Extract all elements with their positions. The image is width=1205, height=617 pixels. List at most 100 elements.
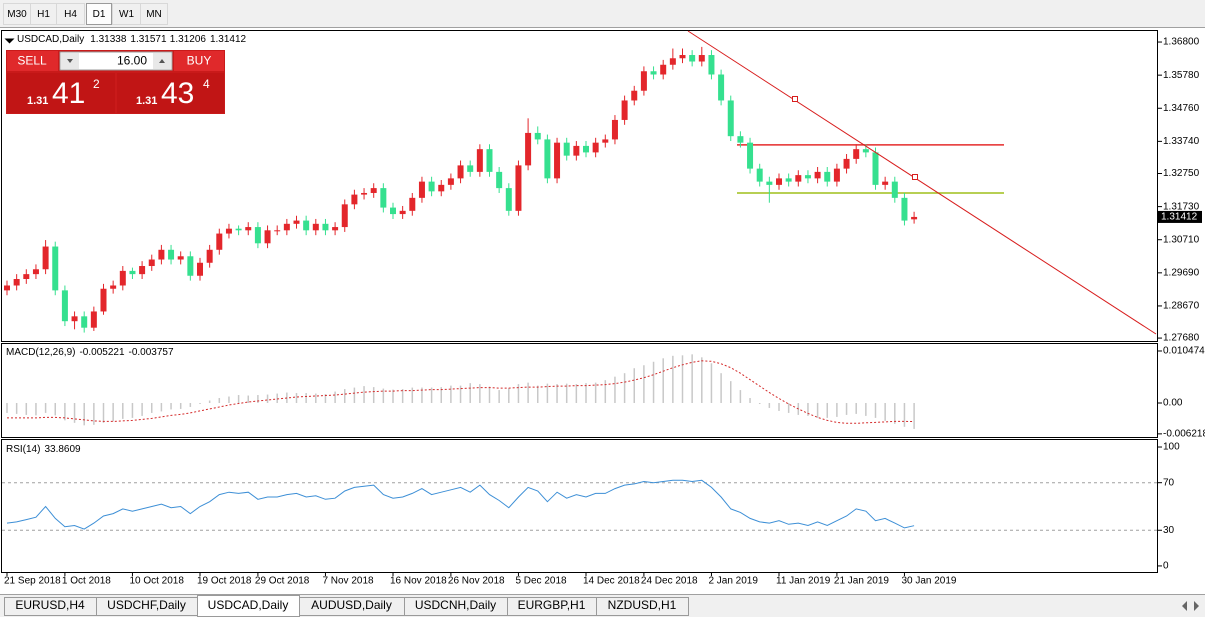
y-tick-label: 1.29690 — [1163, 267, 1200, 278]
candle-body — [457, 165, 464, 179]
candle-body — [428, 181, 435, 192]
symbol-tab[interactable] — [596, 597, 689, 616]
candle-body — [698, 55, 705, 62]
y-tick-label: 30 — [1163, 525, 1175, 536]
trend-anchor — [912, 174, 918, 180]
timeframe-label[interactable]: H4 — [64, 9, 77, 20]
bid-box[interactable] — [7, 73, 115, 113]
x-tick-label: 30 Jan 2019 — [901, 576, 956, 587]
tab-scroll-left[interactable] — [1182, 601, 1187, 611]
candle-body — [737, 136, 744, 143]
menu-arrow[interactable] — [4, 38, 15, 44]
macd-header: MACD(12,26,9) -0.005221 -0.003757 — [6, 347, 174, 358]
x-tick-label: 26 Nov 2018 — [448, 576, 505, 587]
candle-body — [245, 227, 252, 231]
candle-body — [679, 55, 686, 59]
trend-line — [687, 30, 1157, 335]
candle-body — [254, 227, 261, 244]
y-tick-label: 1.32750 — [1163, 168, 1200, 179]
candle-body — [621, 100, 628, 120]
timeframe-label[interactable]: M30 — [7, 9, 27, 20]
volume[interactable]: 16.00 — [117, 54, 147, 68]
candle-body — [274, 230, 281, 232]
candle-body — [486, 149, 493, 172]
candle-body — [438, 184, 445, 192]
candle-body — [100, 288, 107, 312]
candle-body — [197, 262, 203, 276]
candle-body — [148, 259, 155, 267]
y-tick-label: 0.010474 — [1163, 346, 1205, 357]
candle-body — [592, 142, 599, 153]
candle-body — [611, 119, 618, 140]
low: 1.31206 — [170, 34, 207, 45]
candle-body — [515, 165, 522, 211]
candle-body — [13, 279, 20, 286]
rsi-panel — [1, 439, 1158, 573]
candle-body — [187, 256, 194, 276]
macd-panel — [1, 343, 1158, 438]
bid-point: 2 — [93, 77, 100, 91]
sell-button[interactable] — [7, 51, 58, 71]
chart-header: USDCAD,Daily 1.31338 1.31571 1.31206 1.31412 — [17, 34, 247, 45]
timeframe-label[interactable]: W1 — [119, 9, 134, 20]
candle-body — [640, 71, 647, 91]
ask-point: 4 — [203, 77, 210, 91]
candle-body — [891, 181, 898, 198]
candle-body — [42, 246, 49, 270]
candle-body — [283, 223, 290, 231]
candle-body — [660, 64, 667, 75]
x-tick-label: 21 Jan 2019 — [834, 576, 889, 587]
tab-label[interactable]: USDCNH,Daily — [415, 598, 496, 612]
timeframe-button[interactable] — [86, 3, 112, 25]
x-tick-label: 5 Dec 2018 — [515, 576, 567, 587]
tab-scroll-right[interactable] — [1194, 601, 1199, 611]
tab-label[interactable]: USDCAD,Daily — [208, 598, 289, 612]
candle-body — [814, 171, 821, 179]
main-panel — [1, 30, 1158, 342]
tab-label[interactable]: NZDUSD,H1 — [608, 598, 677, 612]
symbol: USDCAD,Daily — [17, 34, 84, 45]
current-price: 1.31412 — [1161, 212, 1198, 223]
timeframe-label[interactable]: MN — [146, 9, 162, 20]
timeframe-label[interactable]: D1 — [93, 9, 106, 20]
high: 1.31571 — [130, 34, 167, 45]
tab-label[interactable]: AUDUSD,Daily — [311, 598, 392, 612]
candle-body — [689, 55, 696, 62]
timeframe-button[interactable] — [56, 3, 85, 25]
sell-label[interactable]: SELL — [17, 54, 47, 68]
candle-body — [332, 227, 339, 231]
rsi-header: RSI(14) 33.8609 — [6, 444, 81, 455]
buy-label[interactable]: BUY — [187, 54, 212, 68]
y-tick-label: 1.27680 — [1163, 333, 1200, 344]
timeframe-button[interactable] — [140, 3, 168, 25]
candle-body — [390, 207, 396, 215]
macd-title: MACD(12,26,9) — [6, 347, 75, 358]
buy-button[interactable] — [174, 51, 224, 71]
candle-body — [669, 58, 676, 65]
x-tick-label: 7 Nov 2018 — [322, 576, 374, 587]
y-tick-label: 1.30710 — [1163, 234, 1200, 245]
candle-body — [708, 55, 715, 75]
candle-body — [90, 311, 97, 328]
candle-body — [554, 142, 561, 179]
x-tick-label: 24 Dec 2018 — [641, 576, 698, 587]
candle-body — [776, 178, 782, 185]
x-tick-label: 1 Oct 2018 — [62, 576, 111, 587]
candle-body — [312, 223, 319, 231]
tab-label[interactable]: USDCHF,Daily — [107, 598, 186, 612]
x-tick-label: 2 Jan 2019 — [708, 576, 758, 587]
x-tick-label: 19 Oct 2018 — [197, 576, 252, 587]
tab-label[interactable]: EURUSD,H4 — [15, 598, 85, 612]
ask-box[interactable] — [117, 73, 224, 113]
tab-label[interactable]: EURGBP,H1 — [518, 598, 586, 612]
candle-body — [447, 178, 454, 185]
current-price-box — [1158, 210, 1202, 223]
candle-body — [225, 228, 232, 234]
plots: 1.368001.357801.347601.337401.327501.317… — [2, 37, 1205, 587]
candle-body — [110, 285, 117, 289]
timeframe-label[interactable]: H1 — [37, 9, 50, 20]
volume-input[interactable] — [59, 51, 173, 71]
rsi-title: RSI(14) — [6, 444, 40, 455]
candle-body — [351, 194, 358, 205]
